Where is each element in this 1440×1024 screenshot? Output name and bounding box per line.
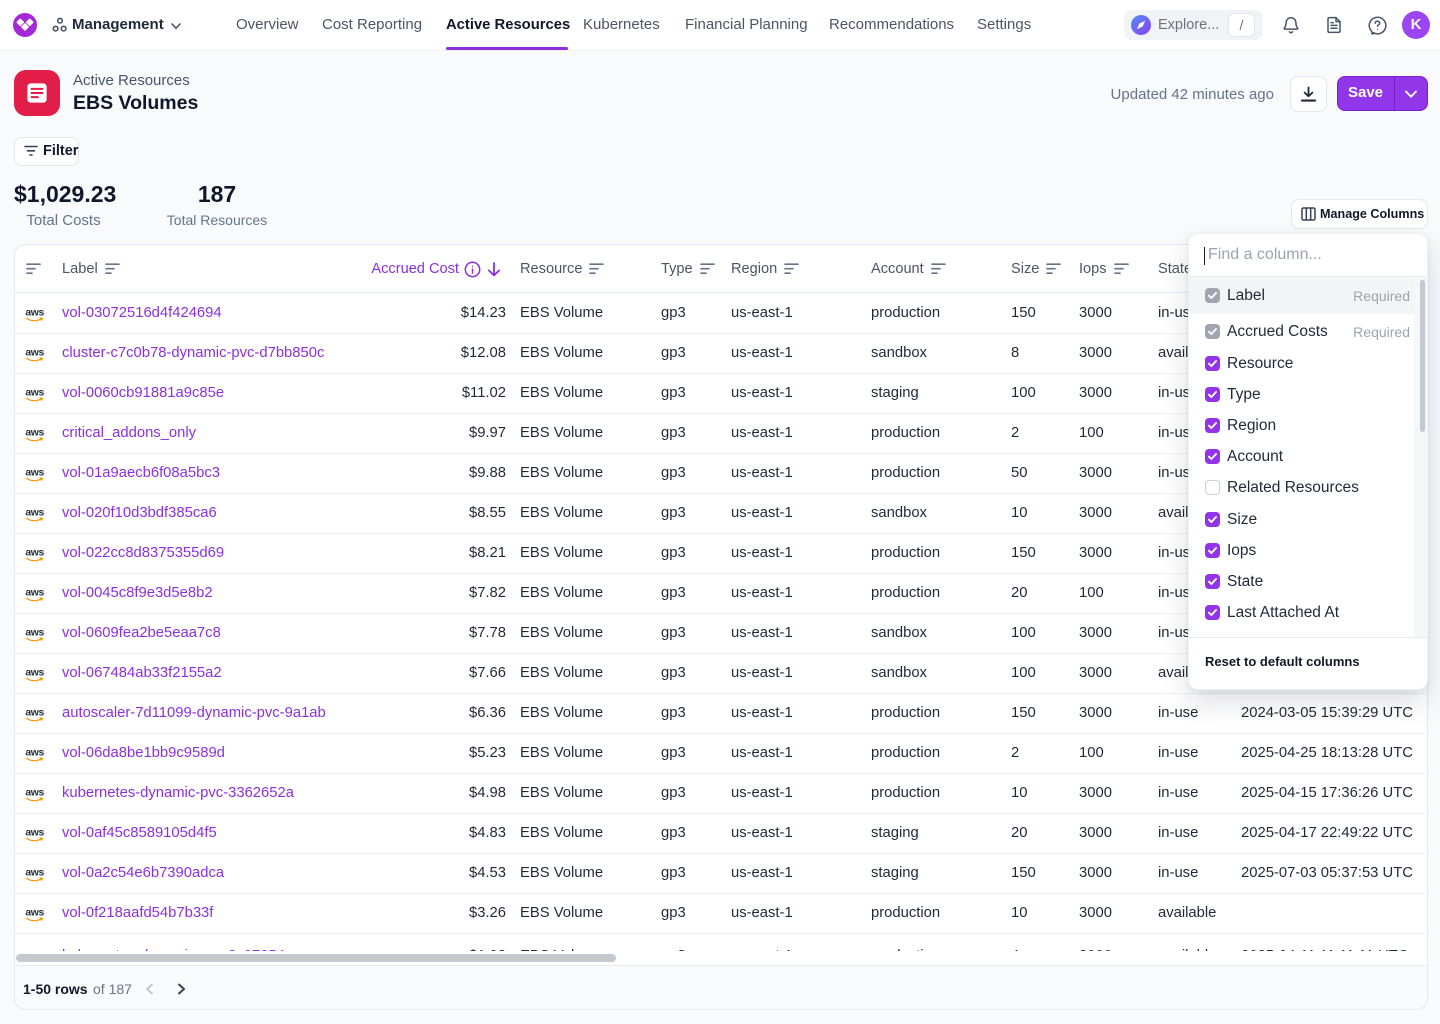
svg-text:aws: aws: [25, 908, 44, 919]
svg-text:aws: aws: [25, 588, 44, 599]
svg-text:aws: aws: [25, 748, 44, 759]
svg-text:aws: aws: [25, 468, 44, 479]
svg-text:aws: aws: [25, 308, 44, 319]
svg-text:aws: aws: [25, 828, 44, 839]
svg-text:aws: aws: [25, 428, 44, 439]
svg-text:aws: aws: [25, 668, 44, 679]
svg-text:aws: aws: [25, 548, 44, 559]
svg-text:aws: aws: [25, 628, 44, 639]
svg-text:aws: aws: [25, 708, 44, 719]
svg-text:aws: aws: [25, 508, 44, 519]
svg-text:aws: aws: [25, 868, 44, 879]
svg-text:aws: aws: [25, 788, 44, 799]
svg-text:aws: aws: [25, 388, 44, 399]
svg-text:aws: aws: [25, 348, 44, 359]
